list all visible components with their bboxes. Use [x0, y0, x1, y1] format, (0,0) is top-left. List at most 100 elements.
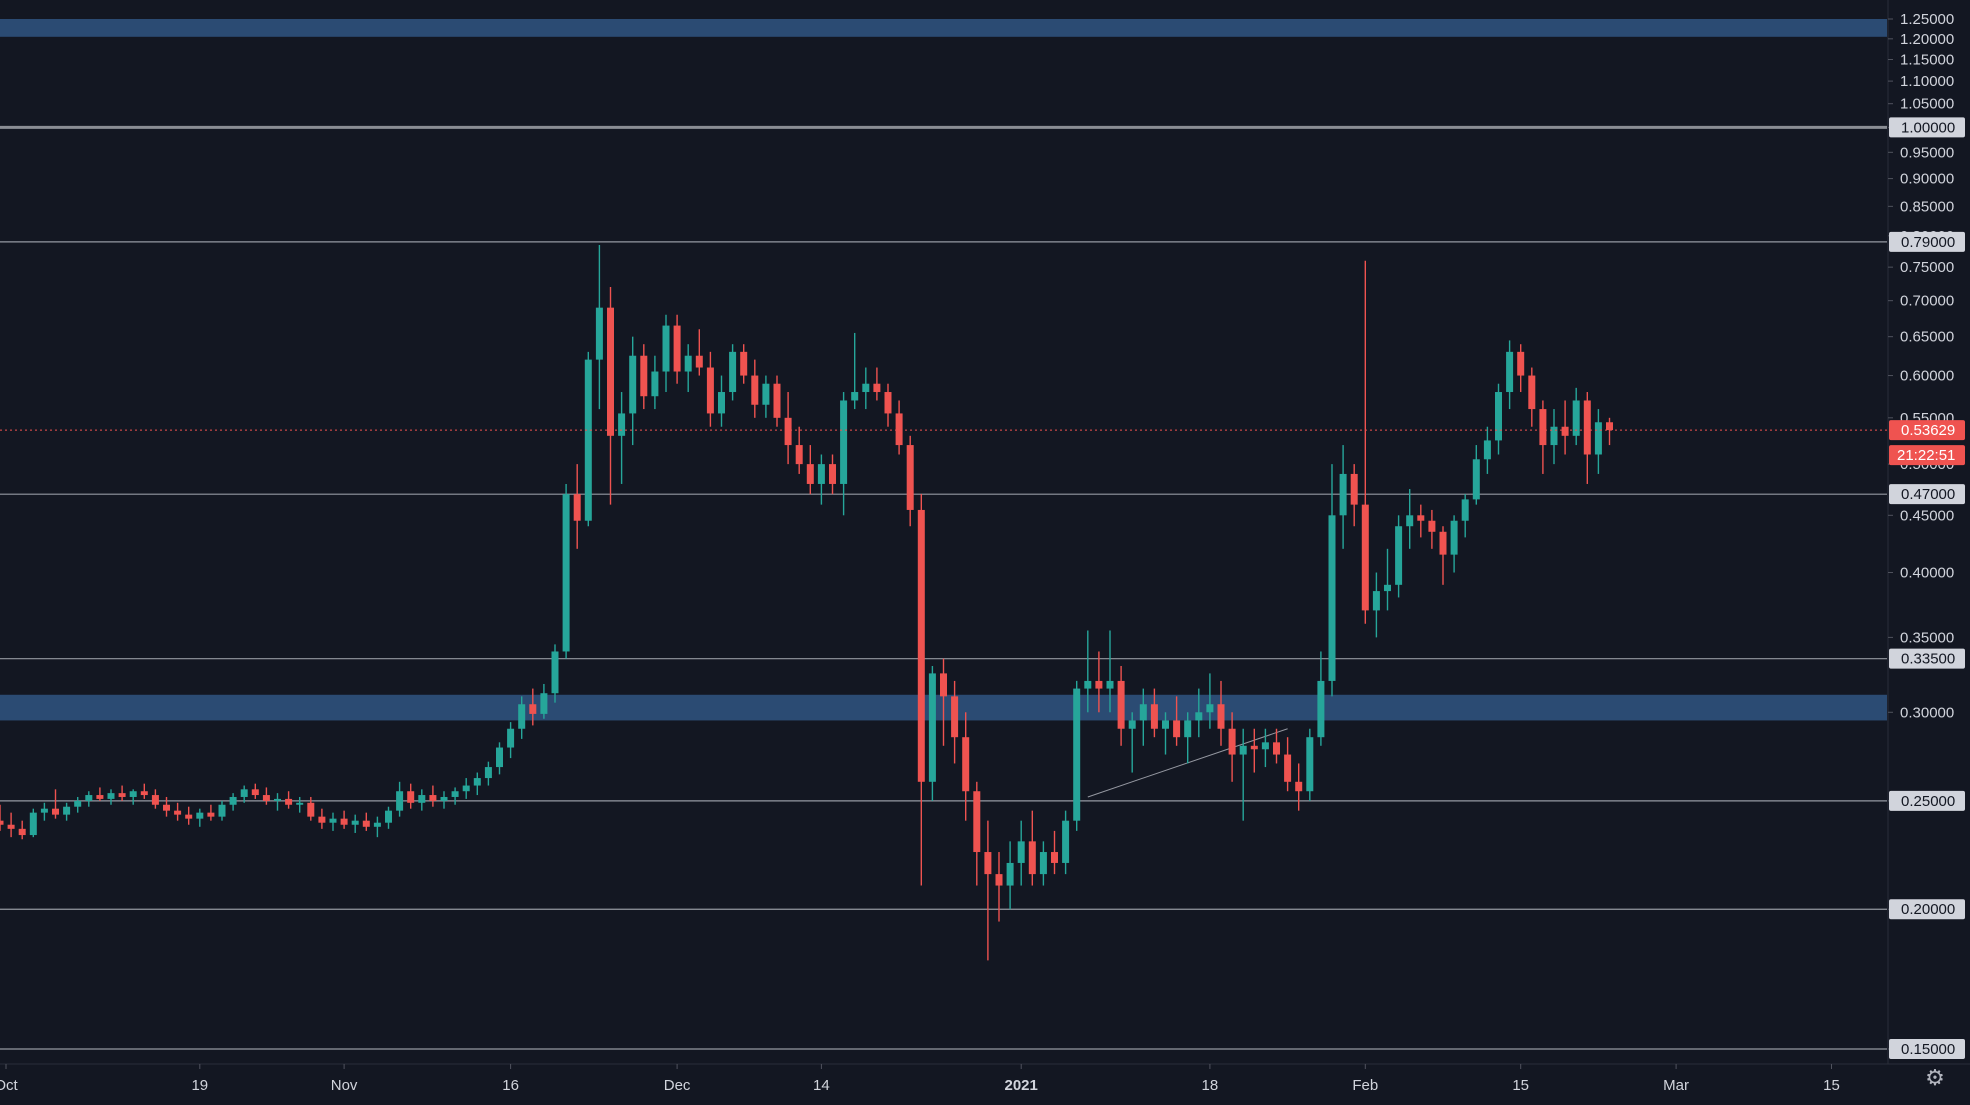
candle[interactable] [1594, 409, 1602, 474]
candle[interactable] [40, 802, 48, 821]
candle[interactable] [1372, 572, 1380, 638]
candle[interactable] [385, 806, 392, 829]
candle[interactable] [1239, 728, 1247, 821]
candle[interactable] [151, 789, 159, 809]
candle[interactable] [762, 375, 770, 418]
candle[interactable] [1439, 526, 1447, 585]
candle[interactable] [7, 812, 15, 838]
candle[interactable] [240, 785, 248, 803]
candle[interactable] [607, 286, 614, 505]
candle[interactable] [196, 808, 204, 827]
candle[interactable] [1228, 712, 1236, 782]
candle[interactable] [1084, 630, 1092, 713]
candle[interactable] [629, 336, 637, 446]
candle[interactable] [1062, 810, 1070, 875]
candle[interactable] [1106, 630, 1114, 713]
candle[interactable] [373, 816, 381, 838]
candle[interactable] [1339, 445, 1347, 549]
candle[interactable] [63, 802, 71, 821]
candle[interactable] [995, 852, 1003, 922]
candle[interactable] [873, 367, 881, 401]
candle[interactable] [274, 793, 281, 811]
candle[interactable] [795, 426, 803, 474]
candle[interactable] [706, 351, 714, 427]
candle[interactable] [1051, 830, 1058, 875]
candle[interactable] [906, 435, 914, 527]
candles[interactable] [0, 244, 1613, 961]
candle[interactable] [1173, 696, 1181, 746]
candle[interactable] [1184, 712, 1192, 764]
candle[interactable] [1162, 712, 1169, 755]
candle[interactable] [951, 680, 959, 764]
candle[interactable] [773, 375, 781, 427]
candle[interactable] [529, 688, 537, 726]
candle[interactable] [695, 329, 703, 376]
candle[interactable] [1528, 367, 1536, 427]
candle[interactable] [840, 392, 848, 516]
candle[interactable] [262, 787, 270, 805]
candle[interactable] [118, 785, 126, 801]
candle[interactable] [163, 796, 170, 817]
candle[interactable] [418, 789, 426, 811]
candle[interactable] [1572, 387, 1580, 446]
candle[interactable] [584, 351, 592, 527]
candle[interactable] [1539, 400, 1547, 474]
candle[interactable] [174, 802, 182, 821]
candle[interactable] [895, 400, 903, 455]
candle[interactable] [340, 810, 348, 829]
candle[interactable] [484, 761, 492, 786]
candle[interactable] [829, 454, 836, 495]
candle[interactable] [729, 344, 737, 401]
candle[interactable] [784, 392, 792, 465]
candle[interactable] [917, 494, 925, 886]
candle[interactable] [1406, 489, 1414, 549]
candle[interactable] [1150, 688, 1158, 738]
candle[interactable] [1361, 260, 1369, 624]
candle[interactable] [1517, 344, 1525, 393]
candle[interactable] [1139, 688, 1147, 746]
candle[interactable] [407, 783, 415, 809]
candle[interactable] [507, 722, 515, 759]
candle[interactable] [1284, 737, 1292, 792]
candle[interactable] [673, 314, 681, 384]
candle[interactable] [1317, 651, 1325, 746]
candle[interactable] [1039, 841, 1047, 886]
candle[interactable] [1328, 464, 1336, 697]
candle[interactable] [140, 783, 148, 799]
candle[interactable] [496, 742, 503, 775]
candle[interactable] [473, 772, 481, 796]
candle[interactable] [1606, 417, 1613, 446]
candle[interactable] [1461, 494, 1469, 538]
candle[interactable] [718, 375, 725, 427]
candle[interactable] [107, 789, 115, 805]
candle[interactable] [1073, 680, 1081, 831]
candle[interactable] [451, 787, 459, 805]
candle[interactable] [1006, 841, 1014, 910]
candle[interactable] [429, 785, 437, 807]
candle[interactable] [573, 464, 581, 549]
candle[interactable] [229, 793, 237, 811]
candle[interactable] [640, 344, 648, 410]
candle[interactable] [962, 712, 970, 821]
candle[interactable] [740, 344, 748, 384]
candle[interactable] [1495, 383, 1502, 455]
candle[interactable] [1483, 426, 1491, 474]
candle[interactable] [1095, 651, 1103, 713]
candle[interactable] [218, 800, 226, 821]
candle[interactable] [751, 359, 759, 418]
candle[interactable] [29, 808, 37, 838]
candle[interactable] [973, 781, 981, 886]
candle[interactable] [307, 796, 315, 821]
gear-icon[interactable]: ⚙ [1925, 1066, 1945, 1091]
candle[interactable] [185, 806, 193, 825]
candle[interactable] [251, 783, 259, 799]
candle[interactable] [1017, 820, 1025, 886]
candle[interactable] [1384, 548, 1391, 611]
candle[interactable] [285, 791, 293, 809]
candle[interactable] [684, 344, 692, 393]
candle[interactable] [0, 804, 4, 831]
candle[interactable] [396, 781, 404, 817]
candle[interactable] [562, 483, 570, 659]
candle[interactable] [129, 789, 137, 805]
